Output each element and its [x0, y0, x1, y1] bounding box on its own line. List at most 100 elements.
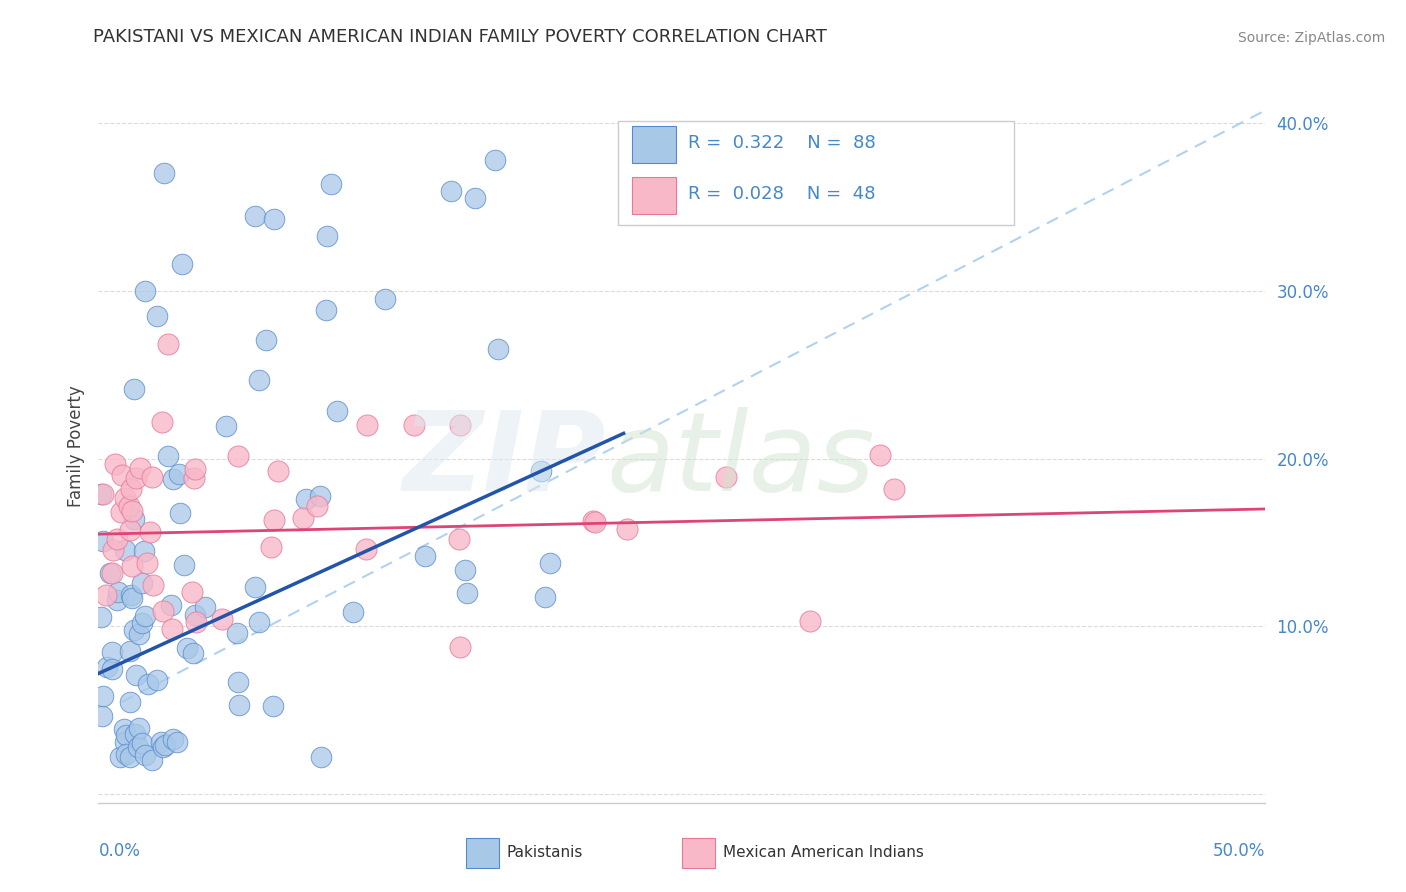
Text: 0.0%: 0.0%: [98, 842, 141, 860]
Point: [134, 747, 156, 762]
Point: [449, 640, 471, 654]
Point: [263, 513, 285, 527]
Point: [157, 337, 180, 351]
Point: [101, 566, 124, 581]
Point: [110, 750, 132, 764]
Point: [309, 489, 332, 503]
Point: [262, 698, 284, 713]
Point: [152, 603, 174, 617]
Point: [215, 418, 238, 433]
Point: [183, 471, 205, 485]
Point: [484, 153, 506, 167]
Point: [456, 586, 478, 600]
Point: [149, 735, 172, 749]
Point: [326, 404, 349, 418]
Point: [152, 166, 174, 180]
Point: [118, 695, 141, 709]
Point: [247, 615, 270, 629]
Point: [146, 673, 169, 688]
Point: [309, 749, 332, 764]
Point: [156, 450, 179, 464]
Point: [321, 178, 343, 192]
Point: [96, 659, 118, 673]
Point: [120, 643, 142, 657]
Point: [194, 600, 217, 615]
Point: [124, 727, 146, 741]
Point: [184, 608, 207, 623]
Point: [120, 482, 142, 496]
Point: [315, 303, 337, 318]
Point: [538, 556, 561, 570]
Point: [114, 735, 136, 749]
Point: [228, 449, 250, 463]
Text: PAKISTANI VS MEXICAN AMERICAN INDIAN FAMILY POVERTY CORRELATION CHART: PAKISTANI VS MEXICAN AMERICAN INDIAN FAM…: [93, 29, 827, 46]
Point: [132, 543, 155, 558]
Point: [90, 487, 112, 501]
Point: [356, 417, 378, 432]
Point: [128, 626, 150, 640]
Point: [107, 585, 129, 599]
Text: atlas: atlas: [606, 407, 875, 514]
Point: [110, 505, 132, 519]
Point: [152, 739, 174, 754]
Point: [307, 500, 329, 514]
Point: [292, 511, 315, 525]
Point: [101, 645, 124, 659]
Point: [125, 471, 148, 485]
Point: [105, 532, 128, 546]
Point: [141, 470, 163, 484]
Point: [111, 467, 134, 482]
Point: [169, 506, 191, 520]
Point: [91, 689, 114, 703]
Point: [91, 533, 114, 548]
Point: [228, 698, 250, 712]
Point: [103, 542, 125, 557]
Point: [96, 588, 118, 602]
Point: [134, 284, 156, 298]
Point: [150, 415, 173, 429]
Point: [440, 184, 463, 198]
Point: [799, 615, 821, 629]
Point: [211, 612, 233, 626]
Point: [166, 735, 188, 749]
Point: [266, 464, 288, 478]
Point: [354, 541, 377, 556]
Point: [136, 677, 159, 691]
Point: [254, 333, 277, 347]
Point: [124, 512, 146, 526]
Point: [583, 515, 606, 529]
Point: [413, 549, 436, 564]
Point: [118, 500, 141, 514]
Point: [91, 709, 114, 723]
FancyBboxPatch shape: [617, 121, 1015, 225]
Point: [714, 470, 737, 484]
Point: [454, 563, 477, 577]
Point: [243, 209, 266, 223]
Point: [159, 599, 181, 613]
Point: [104, 458, 127, 472]
Point: [402, 417, 425, 432]
Point: [127, 739, 149, 754]
Point: [176, 640, 198, 655]
Point: [114, 491, 136, 505]
Point: [342, 605, 364, 619]
FancyBboxPatch shape: [465, 838, 499, 869]
Point: [118, 524, 141, 538]
Point: [112, 722, 135, 736]
Point: [172, 257, 194, 271]
Point: [869, 448, 891, 462]
Point: [114, 543, 136, 558]
Point: [136, 557, 159, 571]
Point: [260, 541, 283, 555]
Point: [582, 514, 605, 528]
Point: [449, 417, 471, 432]
Text: R =  0.028    N =  48: R = 0.028 N = 48: [688, 186, 876, 203]
Text: 50.0%: 50.0%: [1213, 842, 1265, 860]
Text: Pakistanis: Pakistanis: [508, 846, 583, 860]
Point: [115, 747, 138, 761]
Point: [464, 191, 486, 205]
Point: [129, 461, 152, 475]
Point: [146, 309, 169, 323]
Point: [486, 342, 509, 356]
Point: [131, 576, 153, 591]
